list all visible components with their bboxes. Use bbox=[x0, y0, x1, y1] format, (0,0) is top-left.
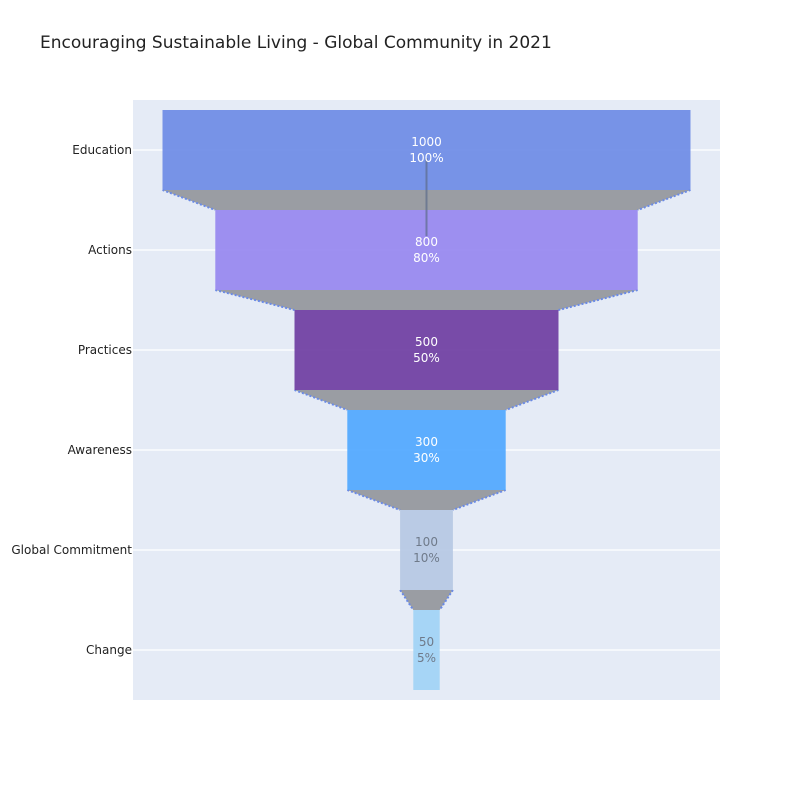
value-label-awareness: 300 bbox=[415, 435, 438, 449]
category-label-education: Education bbox=[72, 143, 132, 157]
funnel-connectors bbox=[162, 189, 691, 611]
percent-label-education: 100% bbox=[409, 151, 443, 165]
connector-edge-left bbox=[294, 389, 348, 411]
percent-label-actions: 80% bbox=[413, 251, 440, 265]
percent-label-awareness: 30% bbox=[413, 451, 440, 465]
connector-edge-right bbox=[637, 189, 691, 211]
connector-edge-right bbox=[505, 389, 559, 411]
connector-edge-left bbox=[215, 289, 295, 311]
percent-label-global-commitment: 10% bbox=[413, 551, 440, 565]
value-label-change: 50 bbox=[419, 635, 434, 649]
y-axis-labels: Education Actions Practices Awareness Global… bbox=[11, 143, 132, 657]
funnel-bar-awareness bbox=[347, 410, 506, 490]
connector-edge-left bbox=[162, 189, 216, 211]
chart-title: Encouraging Sustainable Living - Global … bbox=[40, 33, 552, 53]
connector-practices-to-awareness bbox=[294, 390, 559, 410]
connector-awareness-to-global-commitment bbox=[347, 490, 506, 510]
percent-label-change: 5% bbox=[417, 651, 436, 665]
value-labels: 1000 100% 800 80% 500 50% 300 30% 100 10% 50 5% bbox=[409, 135, 443, 665]
funnel-bar-global-commitment bbox=[400, 510, 453, 590]
value-label-actions: 800 bbox=[415, 235, 438, 249]
value-label-practices: 500 bbox=[415, 335, 438, 349]
funnel-bar-change bbox=[413, 610, 440, 690]
value-label-education: 1000 bbox=[411, 135, 442, 149]
funnel-bar-practices bbox=[294, 310, 559, 390]
connector-edge-left bbox=[346, 489, 401, 511]
value-label-global-commitment: 100 bbox=[415, 535, 438, 549]
connector-actions-to-practices bbox=[215, 290, 638, 310]
category-label-global-commitment: Global Commitment bbox=[11, 543, 132, 557]
percent-label-practices: 50% bbox=[413, 351, 440, 365]
category-label-change: Change bbox=[86, 643, 132, 657]
category-label-awareness: Awareness bbox=[68, 443, 132, 457]
category-label-practices: Practices bbox=[78, 343, 132, 357]
connector-edge-right bbox=[558, 289, 638, 311]
category-label-actions: Actions bbox=[88, 243, 132, 257]
connector-edge-right bbox=[452, 489, 507, 511]
connector-global-commitment-to-change bbox=[400, 590, 453, 610]
